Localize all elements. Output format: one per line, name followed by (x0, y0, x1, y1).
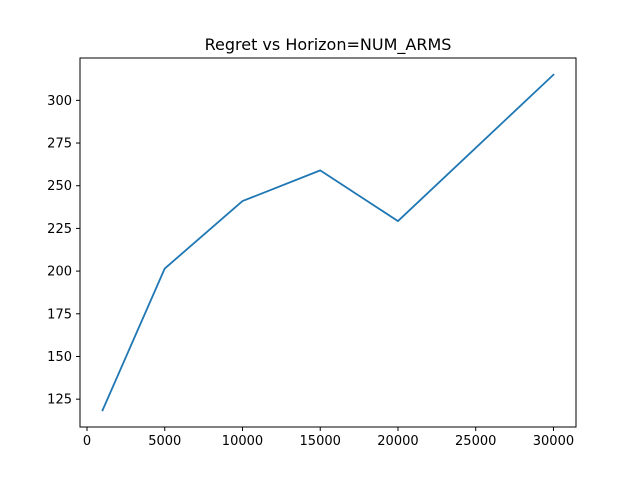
y-tick-label: 225 (47, 222, 72, 237)
y-tick-label: 175 (47, 307, 72, 322)
y-tick-label: 200 (47, 265, 72, 280)
x-tick-label: 15000 (300, 434, 341, 449)
series-layer (101, 73, 555, 412)
chart-title: Regret vs Horizon=NUM_ARMS (205, 35, 452, 55)
y-tick-label: 250 (47, 179, 72, 194)
x-tick-label: 30000 (533, 434, 574, 449)
x-tick-label: 20000 (377, 434, 418, 449)
y-tick-label: 150 (47, 350, 72, 365)
x-axis: 0 5000 10000 15000 20000 25000 30000 (83, 427, 574, 449)
y-tick-label: 300 (47, 94, 72, 109)
y-tick-label: 125 (47, 393, 72, 408)
series-line-0 (101, 73, 555, 412)
plot-area-frame (79, 57, 577, 428)
x-tick-label: 0 (83, 434, 91, 449)
x-tick-label: 5000 (148, 434, 181, 449)
x-tick-label: 10000 (222, 434, 263, 449)
x-tick-label: 25000 (455, 434, 496, 449)
y-tick-label: 275 (47, 137, 72, 152)
y-axis: 125 150 175 200 225 250 275 300 (47, 94, 80, 408)
